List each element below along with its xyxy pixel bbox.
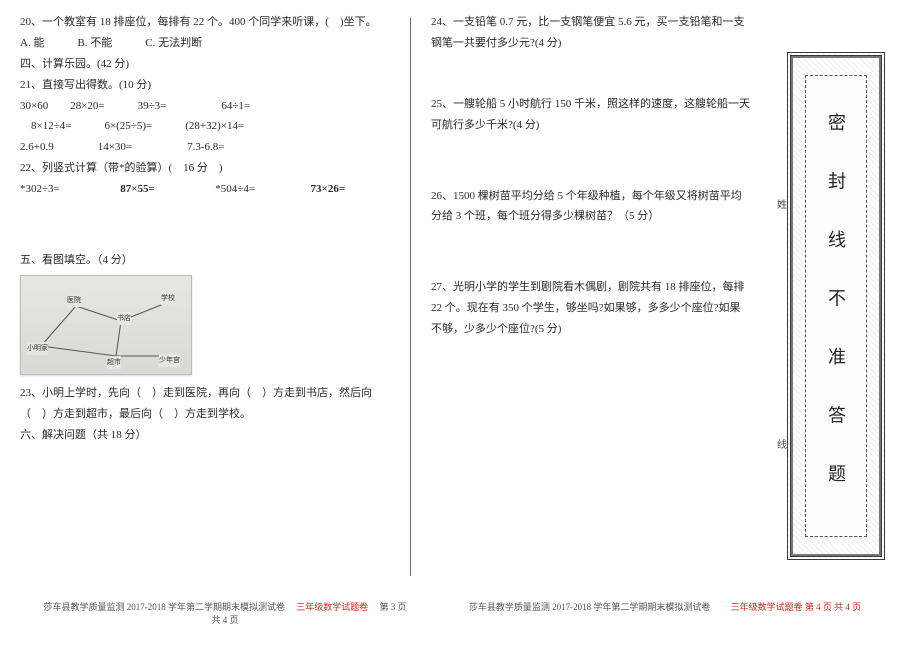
seal-box: 姓 线 密 封 线 不 准 答 题 xyxy=(787,52,885,560)
left-column: 20、一个教室有 18 排座位，每排有 22 个。400 个同学来听课，( )坐… xyxy=(0,12,410,600)
calc-line-2: 8×12÷4= 6×(25÷5)= (28+32)×14= xyxy=(20,116,390,137)
vc-a: *302÷3= xyxy=(20,183,60,195)
vc-c: *504÷4= xyxy=(215,183,255,195)
footer-page4: 三年级数学试题卷 第 4 页 共 4 页 xyxy=(722,602,862,612)
vc-b: 87×55= xyxy=(120,183,155,195)
vc-d: 73×26= xyxy=(311,183,346,195)
seal-mark-top: 姓 xyxy=(777,196,787,211)
node-home: 小明家 xyxy=(27,342,48,355)
question-27: 27、光明小学的学生到剧院看木偶剧，剧院共有 18 排座位，每排 22 个。现在… xyxy=(431,277,751,340)
footer-prefix-r: 莎车县教学质量监测 2017-2018 学年第二学期期末模拟测试卷 xyxy=(469,602,720,612)
section-4-heading: 四、计算乐园。(42 分) xyxy=(20,54,390,75)
node-bookstore: 书店 xyxy=(117,312,131,325)
node-young: 少年宫 xyxy=(159,354,180,367)
question-20: 20、一个教室有 18 排座位，每排有 22 个。400 个同学来听课，( )坐… xyxy=(20,12,390,33)
vertical-calc-line: *302÷3= 87×55= *504÷4= 73×26= xyxy=(20,179,390,200)
question-20-options: A. 能 B. 不能 C. 无法判断 xyxy=(20,33,390,54)
question-24: 24、一支铅笔 0.7 元，比一支钢笔便宜 5.6 元，买一支铅笔和一支钢笔一共… xyxy=(431,12,751,54)
right-column: 24、一支铅笔 0.7 元，比一支钢笔便宜 5.6 元，买一支铅笔和一支钢笔一共… xyxy=(411,12,771,600)
footer-prefix-l: 莎车县教学质量监测 2017-2018 学年第二学期期末模拟测试卷 xyxy=(43,602,294,612)
footer-left: 莎车县教学质量监测 2017-2018 学年第二学期期末模拟测试卷 三年级数学试… xyxy=(0,600,410,626)
question-25: 25、一艘轮船 5 小时航行 150 千米，照这样的速度，这艘轮船一天可航行多少… xyxy=(431,94,751,136)
node-school: 学校 xyxy=(161,292,175,305)
route-diagram: 小明家 医院 书店 学校 超市 少年宫 xyxy=(20,275,192,375)
footer-mid-l: 三年级数学试题卷 xyxy=(296,602,368,612)
calc-line-1: 30×60 28×20= 39÷3= 64÷1= xyxy=(20,96,390,117)
seal-mark-bottom: 线 xyxy=(777,436,787,451)
question-21: 21、直接写出得数。(10 分) xyxy=(20,75,390,96)
question-26: 26、1500 棵树苗平均分给 5 个年级种植，每个年级又将树苗平均分给 3 个… xyxy=(431,186,751,228)
question-22: 22、列竖式计算（带*的验算）( 16 分 ) xyxy=(20,158,390,179)
footer: 莎车县教学质量监测 2017-2018 学年第二学期期末模拟测试卷 三年级数学试… xyxy=(0,600,920,626)
calc-line-3: 2.6+0.9 14×30= 7.3-6.8= xyxy=(20,137,390,158)
section-6-heading: 六、解决问题（共 18 分） xyxy=(20,425,390,446)
seal-sidebar: 姓 线 密 封 线 不 准 答 题 xyxy=(771,12,901,600)
page-spread: 20、一个教室有 18 排座位，每排有 22 个。400 个同学来听课，( )坐… xyxy=(0,0,920,600)
seal-text: 密 封 线 不 准 答 题 xyxy=(823,113,849,500)
node-market: 超市 xyxy=(107,356,121,369)
node-hospital: 医院 xyxy=(67,294,81,307)
seal-inner: 密 封 线 不 准 答 题 xyxy=(805,75,867,537)
footer-right: 莎车县教学质量监测 2017-2018 学年第二学期期末模拟测试卷 三年级数学试… xyxy=(410,600,920,626)
section-5-heading: 五、看图填空。（4 分） xyxy=(20,250,390,271)
question-23: 23、小明上学时，先向（ ）走到医院，再向（ ）方走到书店，然后向（ ）方走到超… xyxy=(20,383,390,425)
